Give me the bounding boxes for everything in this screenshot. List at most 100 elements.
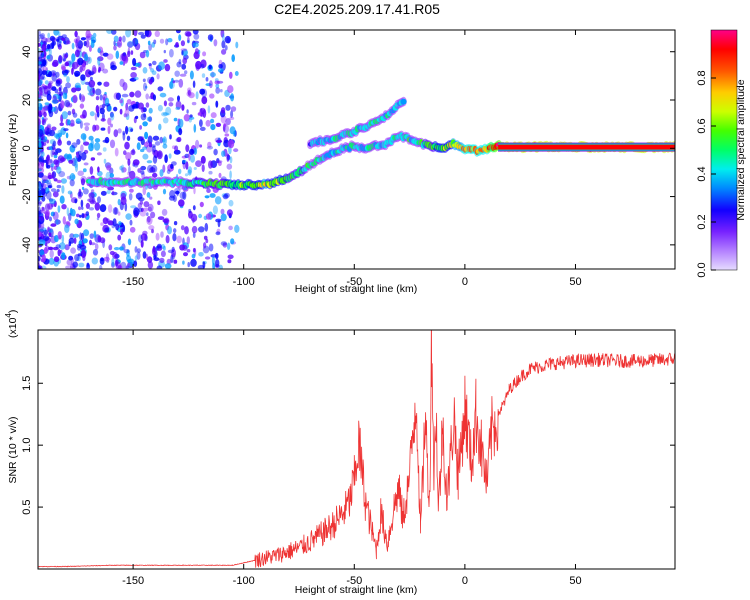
noise-speck xyxy=(61,66,66,71)
noise-speck xyxy=(164,263,172,269)
noise-speck xyxy=(112,207,119,215)
noise-speck xyxy=(137,168,142,173)
noise-speck xyxy=(157,86,164,92)
noise-speck xyxy=(218,172,222,178)
noise-speck xyxy=(119,246,124,251)
noise-speck xyxy=(41,196,46,202)
noise-speck xyxy=(46,127,52,137)
noise-speck xyxy=(229,156,233,164)
noise-speck xyxy=(193,167,197,170)
noise-speck xyxy=(136,248,141,253)
noise-speck xyxy=(193,147,198,155)
noise-speck xyxy=(94,202,101,211)
noise-speck xyxy=(204,256,211,260)
noise-speck xyxy=(61,252,66,260)
noise-speck xyxy=(38,221,42,229)
noise-speck xyxy=(124,202,128,212)
noise-speck xyxy=(144,30,150,37)
noise-speck xyxy=(38,94,41,98)
noise-speck xyxy=(132,37,139,47)
noise-speck xyxy=(135,38,139,45)
noise-speck xyxy=(144,131,149,140)
noise-speck xyxy=(178,78,184,88)
noise-speck xyxy=(68,241,72,247)
noise-speck xyxy=(235,41,239,49)
noise-speck xyxy=(221,40,226,49)
noise-speck xyxy=(193,33,200,40)
noise-speck xyxy=(84,81,91,85)
noise-speck xyxy=(102,217,109,225)
noise-speck xyxy=(56,40,62,48)
noise-speck xyxy=(110,113,115,121)
noise-speck xyxy=(79,94,85,103)
noise-speck xyxy=(109,139,116,149)
noise-speck xyxy=(127,50,131,57)
noise-speck xyxy=(100,127,106,131)
noise-speck xyxy=(175,42,179,48)
noise-speck xyxy=(83,188,89,195)
noise-speck xyxy=(164,154,168,164)
noise-speck xyxy=(161,244,166,249)
noise-speck xyxy=(230,106,237,112)
noise-speck xyxy=(201,88,208,98)
noise-speck xyxy=(145,85,148,89)
noise-speck xyxy=(38,87,43,95)
noise-speck xyxy=(129,91,135,98)
noise-speck xyxy=(100,118,106,122)
noise-speck xyxy=(126,40,134,48)
noise-speck xyxy=(68,159,74,164)
noise-speck xyxy=(220,107,226,114)
spectrogram-x-tick-label: 50 xyxy=(569,276,581,288)
noise-speck xyxy=(139,200,144,205)
noise-speck xyxy=(181,104,185,111)
noise-speck xyxy=(81,151,87,161)
noise-speck xyxy=(48,257,55,265)
noise-speck xyxy=(38,255,41,262)
noise-speck xyxy=(225,104,231,111)
noise-speck xyxy=(150,211,156,219)
noise-speck xyxy=(152,155,158,164)
noise-speck xyxy=(163,100,167,107)
noise-speck xyxy=(90,139,94,148)
noise-speck xyxy=(45,179,52,185)
noise-speck xyxy=(74,254,80,262)
noise-speck xyxy=(161,111,168,117)
noise-speck xyxy=(59,122,64,126)
noise-speck xyxy=(54,235,59,243)
noise-speck xyxy=(66,259,73,266)
noise-speck xyxy=(83,141,90,146)
noise-speck xyxy=(48,129,56,137)
noise-speck xyxy=(176,61,182,68)
noise-speck xyxy=(165,235,170,244)
noise-speck xyxy=(55,80,61,87)
noise-speck xyxy=(61,111,68,120)
noise-speck xyxy=(38,124,41,130)
noise-speck xyxy=(97,69,101,73)
snr-scale-exponent: 4 xyxy=(4,313,13,318)
noise-speck xyxy=(209,93,215,99)
spectrogram-x-tick-label: -50 xyxy=(346,276,362,288)
noise-speck xyxy=(77,243,83,249)
noise-speck xyxy=(106,30,113,34)
noise-speck xyxy=(137,102,144,110)
noise-speck xyxy=(70,247,76,254)
noise-speck xyxy=(200,107,206,114)
noise-speck xyxy=(65,265,72,269)
noise-speck xyxy=(174,70,180,77)
colorbar-tick-label: 0.0 xyxy=(696,262,708,277)
snr-scale-base: (x10 xyxy=(7,317,19,338)
noise-speck xyxy=(220,208,225,215)
noise-speck xyxy=(98,62,105,72)
noise-speck xyxy=(48,232,52,238)
noise-speck xyxy=(132,159,140,166)
noise-speck xyxy=(89,166,94,175)
noise-speck xyxy=(49,249,54,259)
noise-speck xyxy=(115,223,119,231)
noise-speck xyxy=(103,81,110,87)
spectrogram-panel: -150 -100 -50 0 50 -40 -20 0 20 40 Height of str… xyxy=(7,29,676,295)
noise-speck xyxy=(97,166,100,173)
noise-speck xyxy=(52,150,55,156)
noise-speck xyxy=(107,220,114,226)
noise-speck xyxy=(167,249,174,254)
spectrogram-noise xyxy=(38,30,240,269)
